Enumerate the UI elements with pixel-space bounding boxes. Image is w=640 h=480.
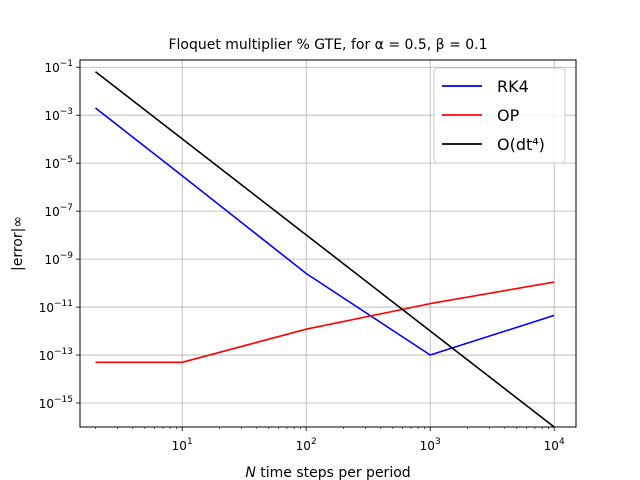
series-layer	[95, 71, 555, 428]
y-tick-label: 10−3	[44, 107, 73, 123]
chart-title: Floquet multiplier % GTE, for α = 0.5, β…	[168, 37, 487, 53]
legend-label-0: RK4	[497, 77, 529, 96]
legend-label-2: O(dt⁴)	[497, 135, 545, 154]
x-tick-label: 104	[544, 437, 565, 453]
x-axis-label: N time steps per period	[245, 465, 410, 480]
y-axis-label: |error|∞	[10, 216, 26, 271]
legend-label-1: OP	[497, 106, 520, 125]
x-tick-label: 101	[172, 437, 193, 453]
series-line-2	[95, 71, 555, 428]
ticks: 101 102 103 104 10−1 10−3 10−5 10−7 10−9 10−11 10−…	[39, 59, 565, 453]
y-tick-label: 10−9	[44, 251, 73, 267]
x-tick-label: 102	[296, 437, 317, 453]
x-tick-label: 103	[420, 437, 441, 453]
y-tick-label: 10−15	[39, 395, 73, 411]
legend: RK4 OP O(dt⁴)	[433, 67, 566, 164]
legend-box	[433, 67, 566, 164]
y-tick-label: 10−1	[44, 59, 73, 75]
series-line-0	[95, 107, 555, 356]
y-tick-label: 10−13	[39, 347, 73, 363]
series-line-1	[95, 281, 555, 364]
grid	[80, 60, 576, 427]
axes-frame	[79, 59, 577, 428]
y-tick-label: 10−11	[39, 299, 73, 315]
y-tick-label: 10−5	[44, 155, 73, 171]
y-tick-label: 10−7	[44, 203, 73, 219]
